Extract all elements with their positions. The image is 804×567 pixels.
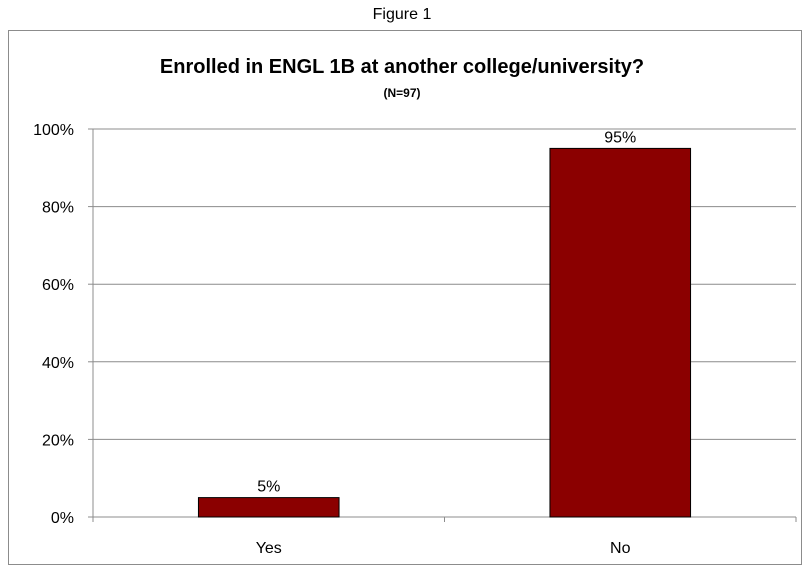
chart-title: Enrolled in ENGL 1B at another college/u… <box>159 56 645 78</box>
y-tick-label: 0% <box>51 510 74 527</box>
data-label: 95% <box>604 129 636 146</box>
bar-yes <box>197 497 340 518</box>
y-tick-label: 100% <box>33 122 74 139</box>
y-tick-label: 80% <box>42 200 74 217</box>
y-tick-label: 40% <box>42 355 74 372</box>
chart-subtitle: (N=97) <box>383 86 421 100</box>
x-tick-label: Yes <box>256 540 282 557</box>
y-tick-label: 60% <box>42 277 74 294</box>
bar-no <box>549 147 692 518</box>
data-label: 5% <box>257 479 280 496</box>
x-tick-label: No <box>610 540 631 557</box>
figure-caption: Figure 1 <box>372 6 432 23</box>
chart-frame <box>8 30 802 565</box>
y-tick-label: 20% <box>42 432 74 449</box>
